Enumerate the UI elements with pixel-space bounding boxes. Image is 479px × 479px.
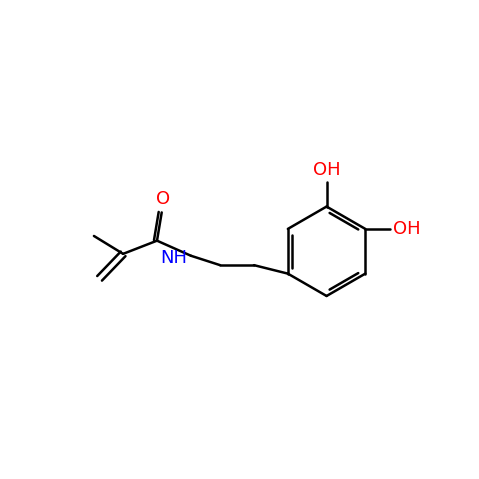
Text: OH: OH bbox=[313, 161, 341, 179]
Text: O: O bbox=[156, 190, 170, 208]
Text: OH: OH bbox=[393, 220, 420, 238]
Text: NH: NH bbox=[160, 249, 187, 267]
